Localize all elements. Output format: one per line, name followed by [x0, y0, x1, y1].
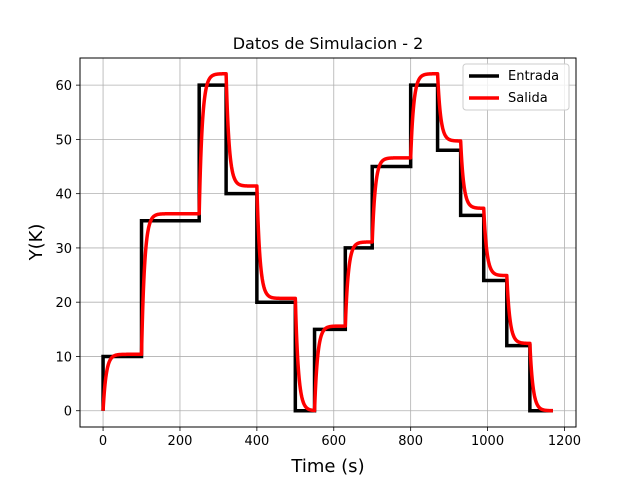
y-tick-label: 0 — [64, 405, 72, 420]
x-tick-label: 400 — [244, 434, 269, 449]
x-tick-label: 800 — [398, 434, 423, 449]
y-axis: 0 10 20 30 40 50 60 — [55, 79, 80, 420]
y-tick-label: 20 — [55, 296, 72, 311]
y-tick-label: 40 — [55, 188, 72, 203]
legend: Entrada Salida — [462, 63, 570, 111]
x-tick-label: 1000 — [471, 434, 504, 449]
y-tick-label: 60 — [55, 79, 72, 94]
y-axis-label: Y(K) — [26, 224, 47, 262]
legend-label-salida: Salida — [508, 91, 548, 106]
chart-title: Datos de Simulacion - 2 — [233, 34, 424, 53]
x-tick-label: 1200 — [548, 434, 581, 449]
y-tick-label: 10 — [55, 350, 72, 365]
legend-label-entrada: Entrada — [508, 69, 559, 84]
x-axis: 0 200 400 600 800 1000 1200 — [99, 427, 581, 449]
plot-area — [101, 72, 555, 413]
x-tick-label: 600 — [321, 434, 346, 449]
y-tick-label: 30 — [55, 242, 72, 257]
x-axis-label: Time (s) — [290, 456, 364, 477]
series-line-entrada — [101, 83, 553, 413]
y-tick-label: 50 — [55, 133, 72, 148]
x-tick-label: 0 — [99, 434, 107, 449]
axes-frame — [79, 57, 577, 428]
series-line-salida — [101, 72, 555, 413]
x-tick-label: 200 — [168, 434, 193, 449]
